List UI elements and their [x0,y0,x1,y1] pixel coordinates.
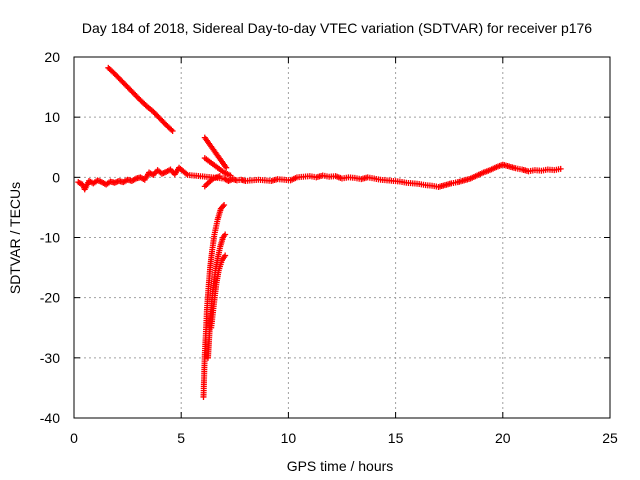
y-tick-label: 0 [52,169,60,185]
chart-title: Day 184 of 2018, Sidereal Day-to-day VTE… [82,20,592,36]
series-hook-a [201,173,223,190]
series-plunge-curve-3 [208,252,229,331]
data-point [216,173,223,180]
series-rising-arc-b [201,155,234,179]
series-descending-arc [105,64,176,135]
y-tick-label: 10 [44,109,60,125]
x-tick-label: 10 [281,430,297,446]
data-point [221,202,228,209]
data-point [222,231,229,238]
y-tick-label: -40 [40,410,60,426]
y-tick-label: -30 [40,350,60,366]
y-tick-label: 20 [44,49,60,65]
grid [74,57,610,418]
y-tick-label: -20 [40,290,60,306]
x-tick-label: 5 [177,430,185,446]
y-tick-label: -10 [40,230,60,246]
x-axis-label: GPS time / hours [287,458,394,474]
x-tick-label: 0 [70,430,78,446]
data-point [203,181,210,188]
data-point [168,126,175,133]
data-point [222,252,229,259]
data-point [227,172,234,179]
data-point [220,203,227,210]
data-point [557,165,564,172]
x-tick-label: 15 [388,430,404,446]
series-main-track [75,161,564,193]
x-tick-label: 25 [602,430,618,446]
plot-area [75,64,564,400]
data-point [223,164,230,171]
axis-ticks: 0 5 10 15 20 25 20 10 0 -10 -20 -30 -40 [40,49,618,446]
data-point [169,128,176,135]
series-rising-arc-a [201,134,230,171]
x-tick-label: 20 [495,430,511,446]
data-point [201,183,208,190]
y-axis-label: SDTVAR / TECUs [7,182,23,294]
